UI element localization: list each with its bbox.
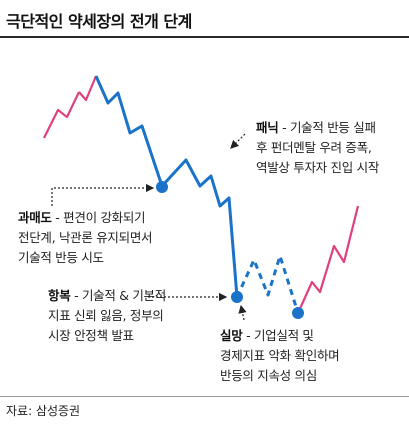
panic-line-3: 역발상 투자자 진입 시작 <box>256 160 380 175</box>
surrender-desc: - 기술적 & 기본적 <box>70 288 166 303</box>
disappoint-desc: - 기업실적 및 <box>242 328 314 343</box>
surrender-point <box>231 291 243 303</box>
panic-line-1: 패닉 - 기술적 반등 실패 <box>256 118 379 138</box>
source-note: 자료: 삼성증권 <box>6 404 81 418</box>
oversold-point <box>156 181 168 193</box>
panic-annotation: 패닉 - 기술적 반등 실패 후 펀더멘탈 우려 증폭, 역발상 투자자 진입 … <box>256 118 379 178</box>
surrender-line-1: 항복 - 기술적 & 기본적 <box>48 286 166 306</box>
disappoint-line-1: 실망 - 기업실적 및 <box>220 326 339 346</box>
bottom-fluctuation-dashed <box>235 254 300 314</box>
disappoint-line-2: 경제지표 악화 확인하며 <box>220 348 340 363</box>
panic-desc: - 기술적 반등 실패 <box>278 120 376 135</box>
oversold-term: 과매도 <box>18 210 52 225</box>
decline-line-2 <box>160 158 239 298</box>
oversold-pointer-arrow <box>51 183 155 206</box>
oversold-line-3: 기술적 반등 시도 <box>18 250 104 265</box>
oversold-desc: - 편견이 강화되기 <box>51 210 146 225</box>
disappoint-point <box>292 307 304 319</box>
title-divider <box>0 36 409 38</box>
panic-line-2: 후 펀더멘탈 우려 증폭, <box>256 140 372 155</box>
oversold-line-1: 과매도 - 편견이 강화되기 <box>18 208 152 228</box>
panic-pointer-arrow <box>230 133 246 149</box>
recovery-line <box>296 205 360 314</box>
initial-rise-line <box>43 91 80 139</box>
surrender-line-3: 시장 안정책 발표 <box>48 328 134 343</box>
disappoint-pointer-arrow <box>238 304 247 321</box>
oversold-annotation: 과매도 - 편견이 강화되기 전단계, 낙관론 유지되면서 기술적 반등 시도 <box>18 208 153 268</box>
disappoint-term: 실망 <box>220 328 243 343</box>
disappoint-line-3: 반등의 지속성 의심 <box>220 368 317 383</box>
decline-line-1 <box>94 75 164 187</box>
footer-divider <box>0 396 409 397</box>
surrender-annotation: 항복 - 기술적 & 기본적 지표 신뢰 잃음, 정부의 시장 안정책 발표 <box>48 286 166 346</box>
peak-rise-line <box>78 75 98 102</box>
page-title: 극단적인 약세장의 전개 단계 <box>6 12 192 31</box>
disappoint-annotation: 실망 - 기업실적 및 경제지표 악화 확인하며 반등의 지속성 의심 <box>220 326 340 386</box>
oversold-line-2: 전단계, 낙관론 유지되면서 <box>18 230 153 245</box>
surrender-line-2: 지표 신뢰 잃음, 정부의 <box>48 308 164 323</box>
panic-term: 패닉 <box>256 120 279 135</box>
surrender-term: 항복 <box>48 288 71 303</box>
